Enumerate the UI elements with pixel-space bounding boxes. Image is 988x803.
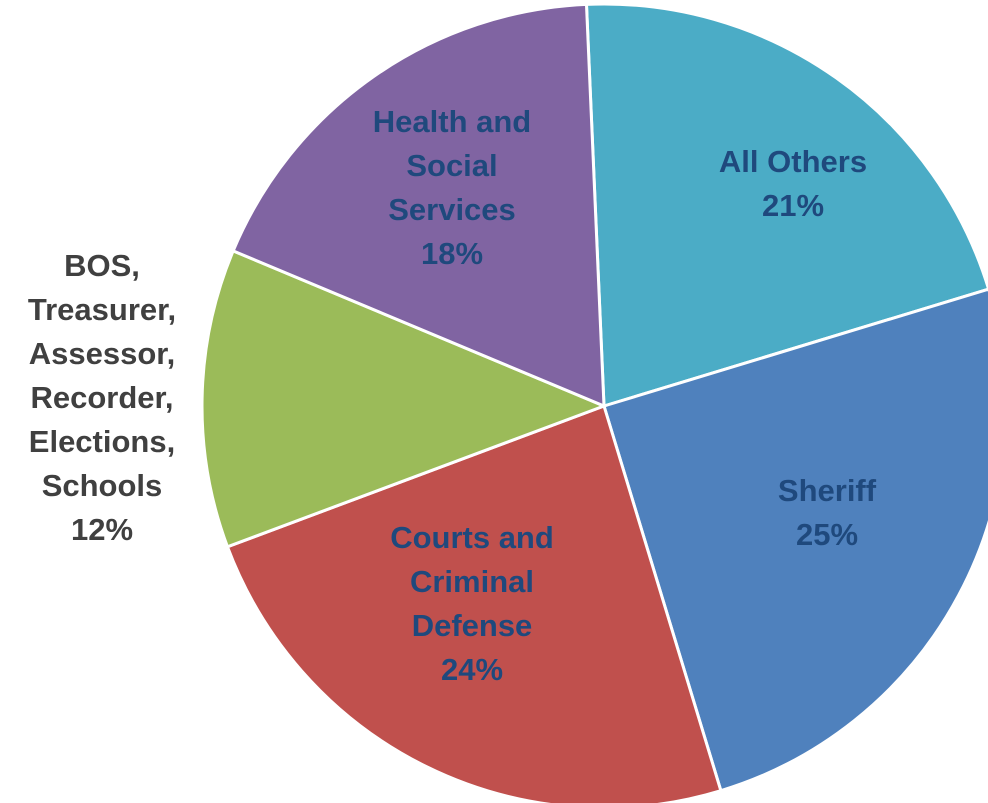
slice-label-line: Courts and (390, 520, 554, 555)
pie-slice (200, 248, 609, 549)
pie-slice (584, 2, 988, 408)
slice-percent: 18% (421, 236, 483, 271)
slice-label: Courts and Criminal Defense 24% (390, 520, 554, 687)
slice-percent: 24% (441, 652, 503, 687)
slice-label-line: Treasurer, (28, 292, 176, 327)
slice-label-line: All Others (719, 144, 867, 179)
slice-label-line: Assessor, (29, 336, 176, 371)
slice-label-line: Defense (412, 608, 533, 643)
pie-slice (231, 2, 606, 409)
slice-label-line: Services (388, 192, 516, 227)
slice-label: Health and Social Services 18% (373, 104, 531, 271)
slice-label: Sheriff 25% (778, 473, 877, 552)
slice-label-line: Recorder, (30, 380, 173, 415)
slice-label-line: Social (406, 148, 497, 183)
pie-slice (225, 404, 723, 803)
slice-label-line: Schools (42, 468, 163, 503)
slice-label: All Others 21% (719, 144, 867, 223)
slice-label-line: Sheriff (778, 473, 877, 508)
pie-slice (602, 287, 988, 793)
pie-slices (200, 2, 988, 803)
slice-label-line: Criminal (410, 564, 534, 599)
slice-percent: 12% (71, 512, 133, 547)
pie-labels: All Others 21% Sheriff 25% Courts and Crimina… (28, 104, 877, 687)
slice-label: BOS, Treasurer, Assessor, Recorder, Election… (28, 248, 176, 547)
slice-label-line: BOS, (64, 248, 140, 283)
slice-label-line: Health and (373, 104, 531, 139)
slice-percent: 21% (762, 188, 824, 223)
slice-label-line: Elections, (29, 424, 175, 459)
slice-percent: 25% (796, 517, 858, 552)
